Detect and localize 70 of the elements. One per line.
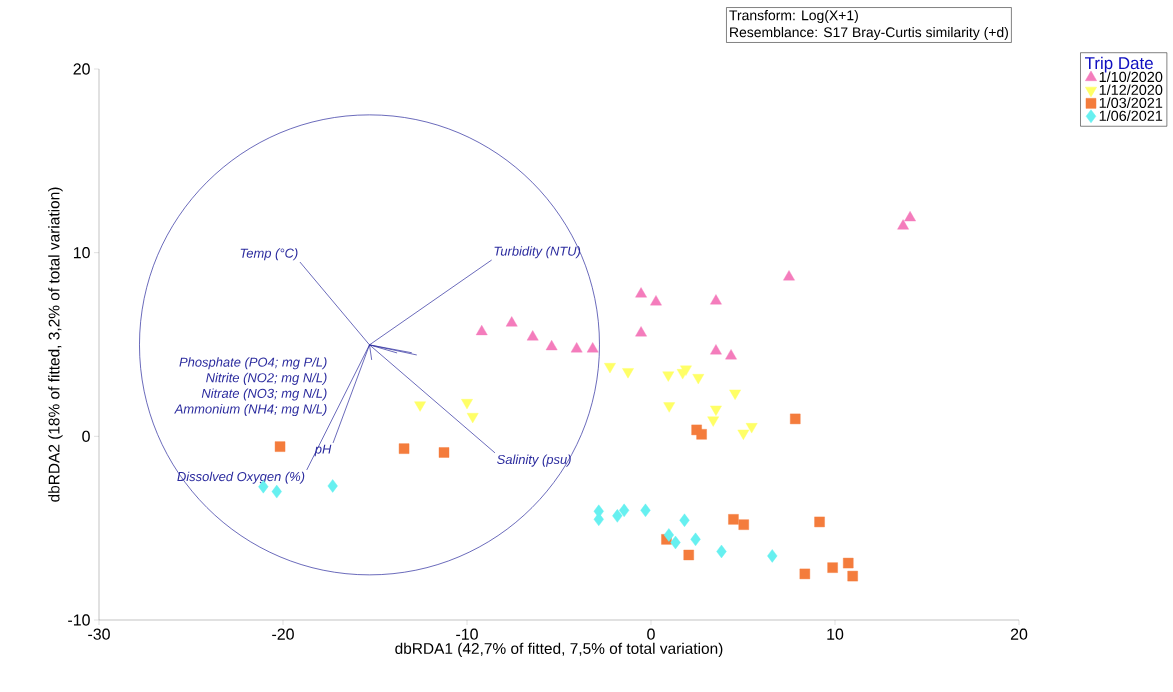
point <box>710 344 722 355</box>
point <box>897 219 909 230</box>
point <box>710 405 722 416</box>
legend-label: 1/12/2020 <box>1099 84 1163 96</box>
x-tick-label: -30 <box>88 628 110 640</box>
point <box>814 516 825 528</box>
y-tick-label: 0 <box>82 430 90 442</box>
point <box>847 570 858 582</box>
point <box>271 484 282 499</box>
series-label: Dissolved Oxygen (%) <box>177 471 305 484</box>
legend-label: 1/06/2021 <box>1099 110 1163 121</box>
point <box>827 562 838 573</box>
point <box>619 503 630 518</box>
point <box>274 441 286 452</box>
text: Resemblance: S17 Bray-Curtis similarity (+d) <box>730 26 1008 40</box>
text: Ammonium (NH4; mg N/L) <box>174 404 327 417</box>
point <box>398 443 410 454</box>
point <box>707 416 720 427</box>
text: Nitrite (NO2; mg N/L) <box>206 372 327 385</box>
x-tick-label: -20 <box>272 628 294 640</box>
point <box>783 270 795 281</box>
point <box>505 316 518 327</box>
point <box>612 509 623 523</box>
point <box>635 326 647 337</box>
text: Phosphate (PO4; mg P/L) <box>179 357 327 370</box>
y-axis-title: dbRDA2 (18% of fitted, 3,2% of total variation) <box>48 187 63 502</box>
point <box>725 349 737 360</box>
point <box>475 324 488 336</box>
series-label: Turbidity (NTU) <box>494 246 581 259</box>
legend-label: 1/03/2021 <box>1099 97 1163 108</box>
point <box>799 568 811 580</box>
x-tick-label: 0 <box>647 628 655 640</box>
point <box>729 389 741 400</box>
series-label: pH <box>314 444 332 457</box>
x-axis-title: dbRDA1 (42,7% of fitted, 7,5% of total variation) <box>395 642 723 658</box>
point <box>904 211 916 222</box>
point <box>683 549 694 561</box>
point <box>586 342 599 353</box>
point <box>767 549 778 563</box>
point <box>526 330 539 341</box>
point <box>438 447 450 458</box>
point <box>737 429 750 440</box>
x-tick-label: 20 <box>1010 628 1028 640</box>
point <box>728 514 739 525</box>
text: Transform: Log(X+1) <box>729 10 858 24</box>
y-tick-label: -10 <box>68 614 90 626</box>
point <box>696 429 707 440</box>
point <box>545 340 558 351</box>
point <box>650 295 662 306</box>
series-label: Temp (°C) <box>240 248 298 261</box>
point <box>790 413 801 425</box>
point <box>327 479 338 493</box>
point <box>738 519 749 530</box>
y-tick-label: 10 <box>73 247 90 259</box>
point <box>690 532 701 547</box>
point <box>640 503 651 518</box>
point <box>710 294 722 305</box>
point <box>716 544 727 559</box>
series-label: Salinity (psu) <box>497 454 571 467</box>
point <box>635 287 647 298</box>
legend-label: 1/10/2020 <box>1099 71 1163 83</box>
x-tick-label: 10 <box>827 628 844 640</box>
point <box>663 528 674 542</box>
point <box>843 557 854 569</box>
y-tick-label: 20 <box>73 63 90 75</box>
point <box>679 513 690 527</box>
point <box>670 535 681 550</box>
point <box>570 342 583 353</box>
text: Nitrate (NO3; mg N/L) <box>201 388 327 401</box>
x-tick-label: -10 <box>456 628 478 640</box>
